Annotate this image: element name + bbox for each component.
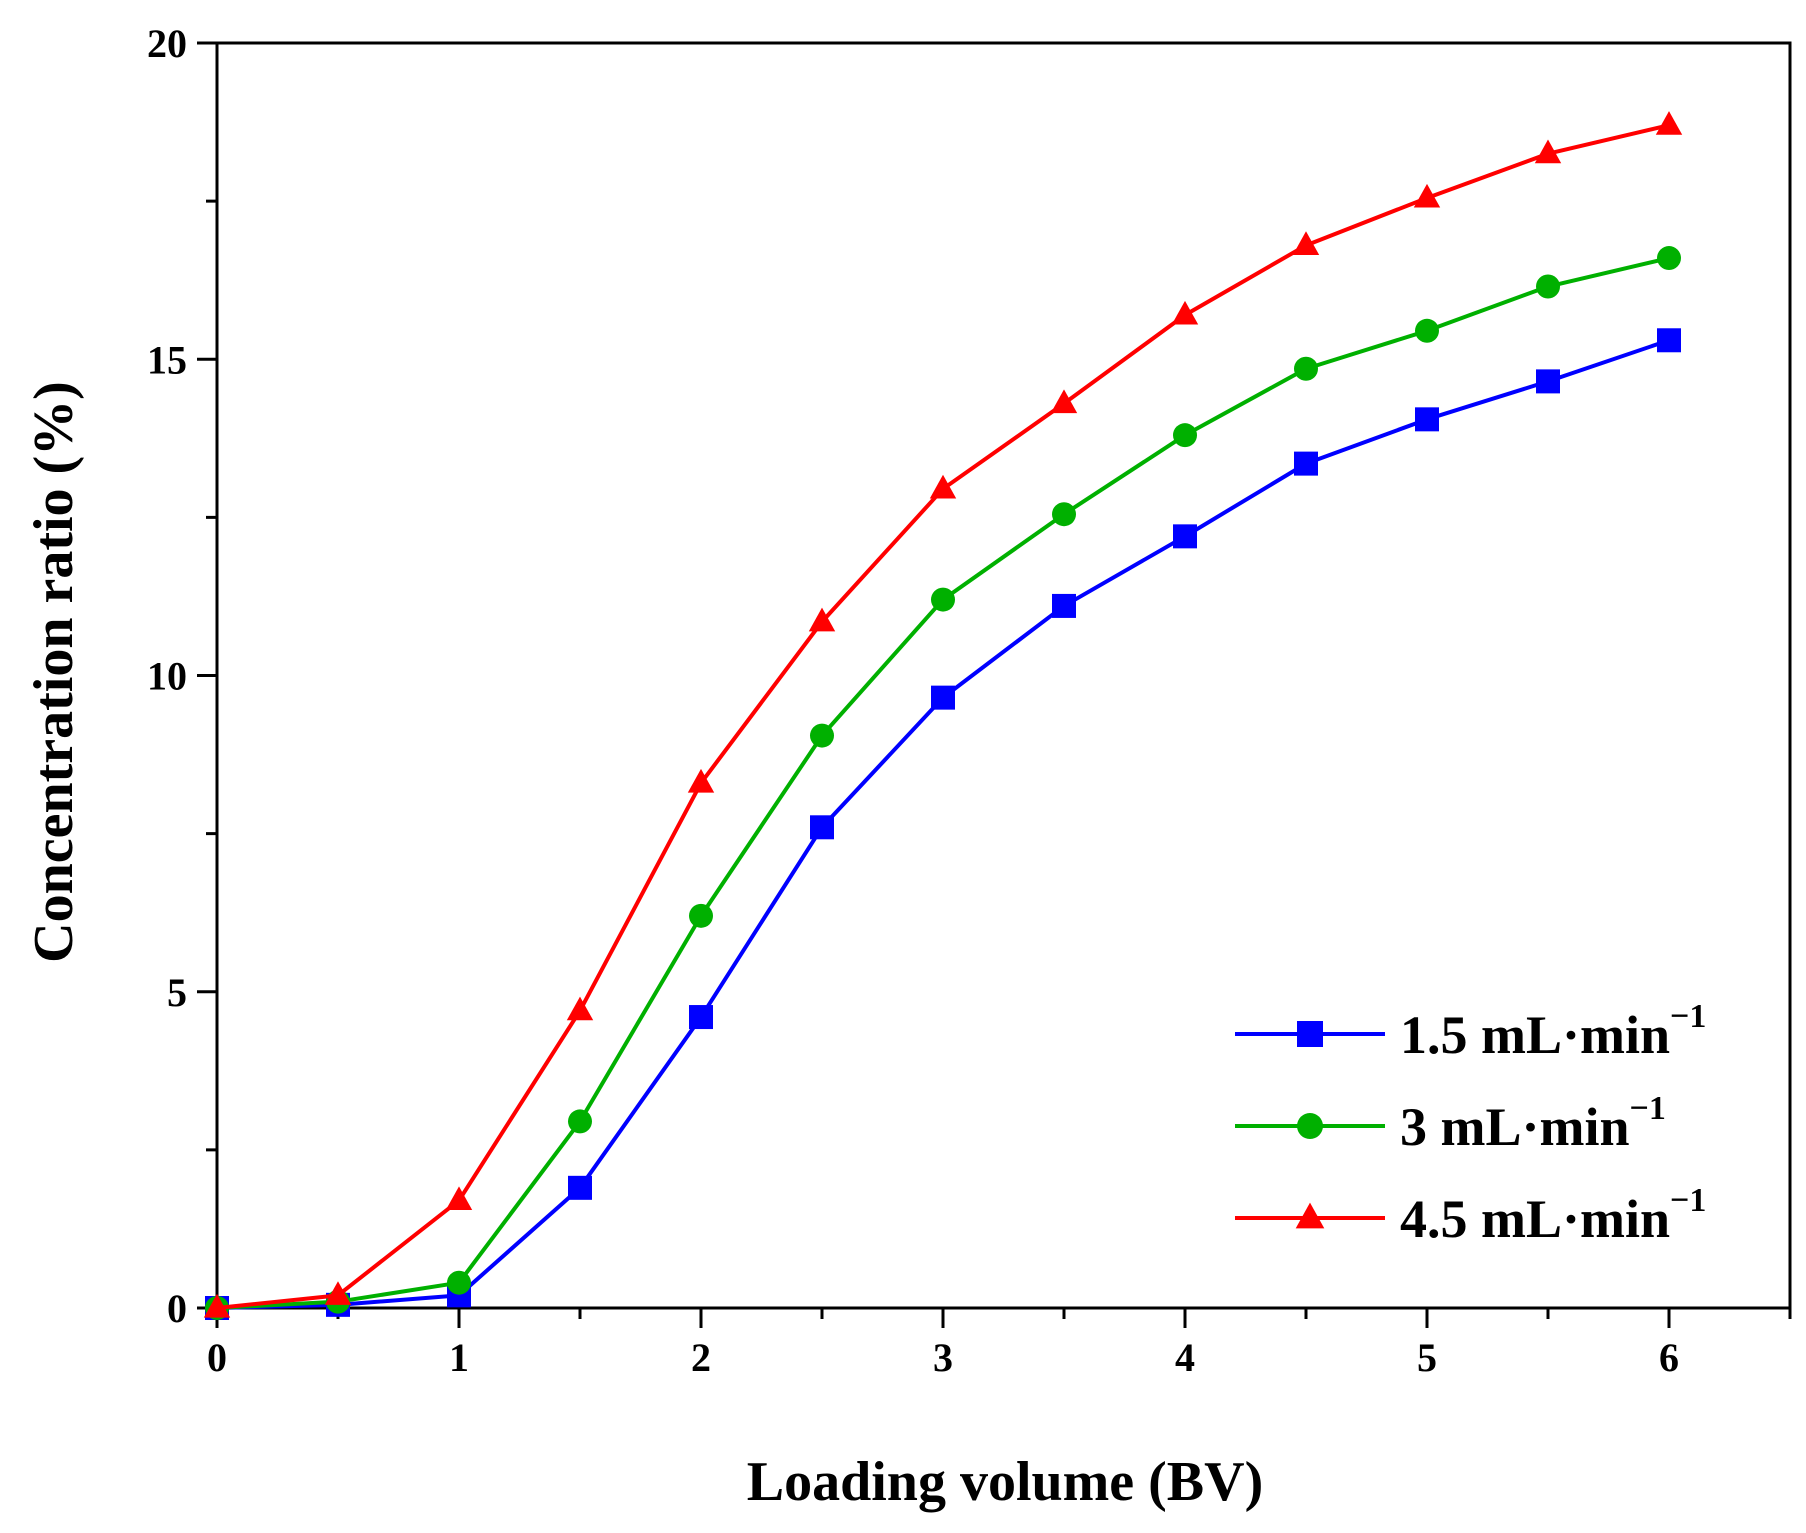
data-point [1415,407,1439,432]
series-layer [203,111,1683,1320]
data-point [1534,139,1562,164]
legend-item: 4.5 mL·min−1 [1235,1182,1706,1249]
legend-label-main: 4.5 mL·min [1400,1189,1670,1249]
legend-item: 3 mL·min−1 [1235,1090,1666,1157]
data-point [1657,328,1681,353]
legend-label-main: 3 mL·min [1400,1097,1630,1157]
series-2 [205,246,1681,1320]
legend-marker [1295,1202,1325,1229]
x-axis-title: Loading volume (BV) [747,1451,1264,1513]
data-point [1171,300,1199,325]
legend-label-superscript: −1 [1670,1182,1706,1219]
x-tick-label: 5 [1417,1335,1437,1380]
y-tick-label: 10 [147,654,187,699]
legend-marker [1297,1113,1323,1139]
data-point [689,1005,713,1030]
data-point [566,996,594,1021]
y-tick-label: 0 [167,1286,187,1331]
series-3 [203,111,1683,1318]
data-point [810,723,834,748]
data-point [931,685,955,710]
legend-item: 1.5 mL·min−1 [1235,998,1706,1065]
data-point [1415,318,1439,343]
data-point [1050,389,1078,414]
data-point [445,1186,473,1211]
data-point [1655,111,1683,135]
data-point [1173,423,1197,448]
x-tick-label: 4 [1175,1335,1195,1380]
data-point [1294,356,1318,381]
legend-label: 3 mL·min−1 [1400,1090,1666,1157]
data-point [1536,369,1560,394]
data-point [324,1281,352,1305]
data-point [568,1175,592,1200]
data-point [931,587,955,612]
data-point [447,1270,471,1295]
data-point [929,474,957,499]
x-tick-label: 6 [1659,1335,1679,1380]
legend-marker [1297,1021,1323,1047]
data-point [1294,451,1318,476]
legend-label-main: 1.5 mL·min [1400,1005,1670,1065]
data-point [1657,246,1681,271]
legend-label: 4.5 mL·min−1 [1400,1182,1706,1249]
data-point [1173,524,1197,549]
legend: 1.5 mL·min−13 mL·min−14.5 mL·min−1 [1235,998,1706,1249]
data-point [568,1109,592,1134]
legend-label-superscript: −1 [1670,998,1706,1035]
data-point [810,815,834,840]
data-point [203,1293,231,1318]
x-tick-label: 0 [207,1335,227,1380]
x-tick-label: 3 [933,1335,953,1380]
data-point [1292,231,1320,255]
data-point [687,768,715,793]
data-point [808,607,836,632]
data-point [689,903,713,928]
data-point [1413,183,1441,208]
y-tick-label: 5 [167,970,187,1015]
data-point [1052,593,1076,618]
data-point [1052,502,1076,527]
y-axis-title: Concentration ratio (%) [23,381,85,963]
x-tick-label: 2 [691,1335,711,1380]
y-tick-label: 20 [147,21,187,66]
legend-label: 1.5 mL·min−1 [1400,998,1706,1065]
y-tick-label: 15 [147,337,187,382]
axes: 0 1 2 3 4 5 6 0 5 10 15 20 [147,21,1792,1380]
x-tick-label: 1 [449,1335,469,1380]
legend-label-superscript: −1 [1630,1090,1666,1127]
data-point [1536,274,1560,299]
series-1 [205,328,1681,1320]
